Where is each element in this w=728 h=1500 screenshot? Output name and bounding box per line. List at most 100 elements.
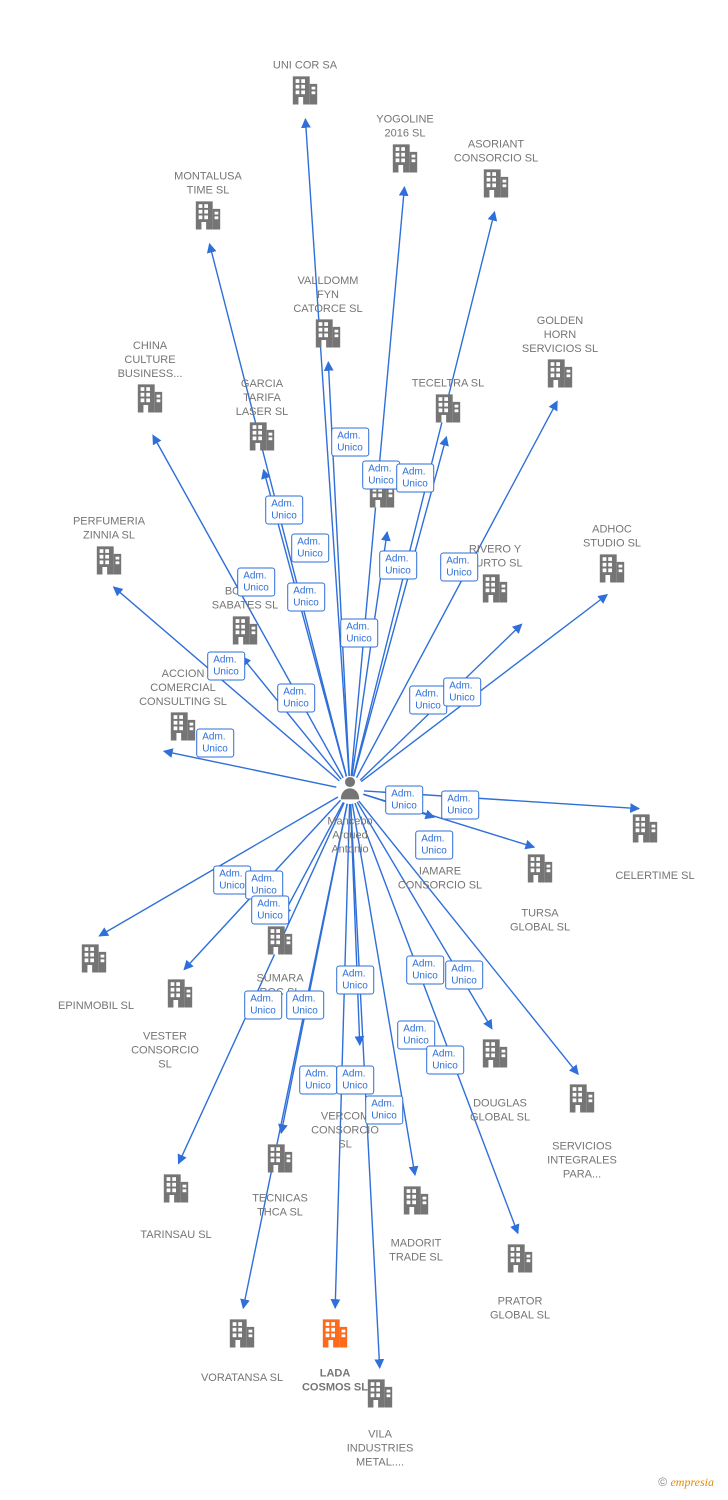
edge-role-label: Adm. Unico — [340, 619, 378, 648]
edge — [243, 804, 347, 1308]
building-icon — [592, 551, 632, 590]
node-label: LADA COSMOS SL — [275, 1365, 395, 1395]
edge-role-label: Adm. Unico — [445, 961, 483, 990]
edge-role-label: Adm. Unico — [251, 896, 289, 925]
edge — [354, 437, 447, 777]
node-label: CHINA CULTURE BUSINESS... — [90, 338, 210, 381]
edge-role-label: Adm. Unico — [245, 871, 283, 900]
edge-role-label: Adm. Unico — [331, 428, 369, 457]
edge-role-label: Adm. Unico — [291, 534, 329, 563]
building-icon — [362, 476, 402, 515]
node-label: VALLDOMM FYN CATORCE SL — [268, 273, 388, 316]
node-label: BOTISA SABATES SL — [185, 584, 305, 614]
edge — [359, 801, 578, 1074]
edge — [355, 803, 518, 1233]
edge — [353, 212, 494, 777]
edge-role-label: Adm. Unico — [299, 1066, 337, 1095]
building-icon — [285, 73, 325, 112]
node-label: VERCOM CONSORCIO SL — [285, 1108, 405, 1151]
edge-role-label: Adm. Unico — [440, 553, 478, 582]
edge-role-label: Adm. Unico — [336, 1066, 374, 1095]
building-icon — [520, 851, 560, 890]
edge-role-label: Adm. Unico — [385, 786, 423, 815]
edge-role-label: Adm. Unico — [196, 729, 234, 758]
node-label: VILA INDUSTRIES METAL.... — [320, 1426, 440, 1469]
edge — [283, 802, 344, 915]
edge-role-label: Adm. Unico — [397, 1021, 435, 1050]
node-label: MADORIT TRADE SL — [356, 1235, 476, 1265]
edge — [242, 657, 341, 779]
edge — [114, 587, 340, 781]
node-label: SERVICIOS INTEGRALES PARA... — [522, 1138, 642, 1181]
copyright-symbol: © — [658, 1475, 667, 1489]
node-label: ADHOC STUDIO SL — [552, 522, 672, 552]
node-label: ACCION COMERCIAL CONSULTING SL — [123, 666, 243, 709]
node-label: IAMARE CONSORCIO SL — [380, 863, 500, 893]
edge — [363, 794, 534, 847]
edge — [357, 802, 492, 1029]
node-label: TECNICAS THCA SL — [220, 1190, 340, 1220]
edge-role-label: Adm. Unico — [336, 966, 374, 995]
node-label: MONTALUSA TIME SL — [148, 169, 268, 199]
building-icon — [160, 976, 200, 1015]
building-icon — [74, 941, 114, 980]
edge — [360, 624, 522, 780]
edge — [351, 187, 404, 776]
building-icon — [396, 1183, 436, 1222]
node-label: TURSA GLOBAL SL — [480, 905, 600, 935]
edge-role-label: Adm. Unico — [244, 991, 282, 1020]
edge — [351, 804, 360, 1045]
node-label: PERFUMERIA ZINNIA SL — [49, 514, 169, 544]
edge-role-label: Adm. Unico — [213, 866, 251, 895]
building-icon — [222, 1316, 262, 1355]
building-icon — [188, 198, 228, 237]
node-label: RIVERO Y CURTO SL — [435, 542, 555, 572]
edges-layer — [0, 0, 728, 1500]
edge — [352, 804, 415, 1175]
edge-role-label: Adm. Unico — [365, 1096, 403, 1125]
footer-credit: © empresia — [658, 1475, 714, 1490]
edge-role-label: Adm. Unico — [396, 464, 434, 493]
building-icon — [156, 1171, 196, 1210]
edge — [352, 532, 387, 776]
edge-role-label: Adm. Unico — [379, 551, 417, 580]
building-icon — [360, 1376, 400, 1415]
edge — [305, 119, 349, 776]
node-label: CELERTIME SL — [595, 868, 715, 884]
edge — [361, 595, 607, 782]
building-icon — [540, 356, 580, 395]
edge-role-label: Adm. Unico — [237, 568, 275, 597]
node-label: UNI COR SA — [245, 57, 365, 73]
edge — [335, 804, 349, 1308]
network-diagram: UNI COR SA YOGOLINE 2016 SL ASORIANT CON… — [0, 0, 728, 1500]
node-label: GARCIA TARIFA LASER SL — [202, 376, 322, 419]
edge — [264, 470, 347, 777]
building-icon — [315, 1316, 355, 1355]
edge-role-label: Adm. Unico — [443, 678, 481, 707]
building-icon — [476, 166, 516, 205]
building-icon — [163, 709, 203, 748]
node-label: YOGOLINE 2016 SL — [345, 112, 465, 142]
building-icon — [475, 571, 515, 610]
building-icon — [260, 1141, 300, 1180]
node-label: TECELTRA SL — [388, 375, 508, 391]
building-icon — [500, 1241, 540, 1280]
edge — [99, 797, 338, 936]
edge — [363, 794, 434, 817]
building-icon — [475, 1036, 515, 1075]
edge-role-label: Adm. Unico — [207, 652, 245, 681]
center-label: Mancebo Arqued Antonio — [290, 813, 410, 856]
brand-name: empresia — [670, 1475, 714, 1489]
edge-role-label: Adm. Unico — [286, 991, 324, 1020]
building-icon — [562, 1081, 602, 1120]
node-label: EPINMOBIL SL — [36, 998, 156, 1014]
node-label: SUMARA ROC SL — [220, 970, 340, 1000]
node-label: LISAUR — [322, 460, 442, 476]
edge — [184, 800, 340, 969]
edge-role-label: Adm. Unico — [441, 791, 479, 820]
person-node-center[interactable] — [330, 775, 370, 806]
building-icon — [130, 381, 170, 420]
edge — [164, 751, 336, 787]
building-icon — [260, 923, 300, 962]
node-label: VESTER CONSORCIO SL — [105, 1028, 225, 1071]
